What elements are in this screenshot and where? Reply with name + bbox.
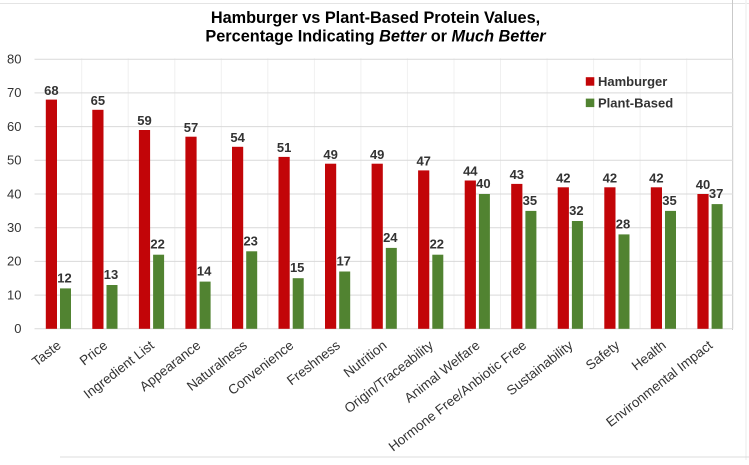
svg-text:57: 57 (184, 120, 198, 135)
svg-text:40: 40 (696, 177, 710, 192)
svg-text:54: 54 (230, 130, 245, 145)
svg-text:50: 50 (7, 153, 21, 168)
svg-text:Hamburger vs Plant-Based Prote: Hamburger vs Plant-Based Protein Values, (211, 9, 540, 27)
svg-text:65: 65 (91, 93, 105, 108)
svg-text:70: 70 (7, 85, 21, 100)
svg-text:30: 30 (7, 220, 21, 235)
svg-text:12: 12 (57, 270, 71, 285)
svg-text:49: 49 (370, 147, 384, 162)
svg-text:40: 40 (476, 176, 490, 191)
svg-text:15: 15 (290, 260, 304, 275)
svg-text:Percentage Indicating Better o: Percentage Indicating Better or Much Bet… (205, 27, 547, 45)
svg-text:14: 14 (197, 264, 212, 279)
svg-text:Hamburger: Hamburger (598, 74, 667, 89)
svg-text:0: 0 (14, 321, 21, 336)
svg-text:49: 49 (323, 147, 337, 162)
svg-text:23: 23 (243, 233, 257, 248)
svg-text:37: 37 (709, 186, 723, 201)
svg-text:40: 40 (7, 186, 21, 201)
svg-text:42: 42 (556, 171, 570, 186)
svg-text:Plant-Based: Plant-Based (598, 95, 673, 110)
svg-text:35: 35 (523, 193, 537, 208)
svg-text:60: 60 (7, 119, 21, 134)
svg-text:42: 42 (649, 171, 663, 186)
svg-text:80: 80 (7, 52, 21, 67)
svg-text:35: 35 (662, 193, 676, 208)
svg-text:42: 42 (603, 171, 617, 186)
svg-text:22: 22 (430, 237, 444, 252)
svg-text:13: 13 (104, 267, 118, 282)
svg-text:10: 10 (7, 287, 21, 302)
svg-text:28: 28 (616, 216, 630, 231)
svg-text:43: 43 (510, 167, 524, 182)
svg-text:47: 47 (416, 154, 430, 169)
svg-text:20: 20 (7, 254, 21, 269)
svg-text:68: 68 (44, 83, 58, 98)
svg-text:32: 32 (569, 203, 583, 218)
svg-text:24: 24 (383, 230, 398, 245)
svg-text:59: 59 (137, 113, 151, 128)
svg-text:51: 51 (277, 140, 291, 155)
svg-text:44: 44 (463, 164, 478, 179)
svg-text:22: 22 (150, 237, 164, 252)
svg-text:17: 17 (336, 254, 350, 269)
